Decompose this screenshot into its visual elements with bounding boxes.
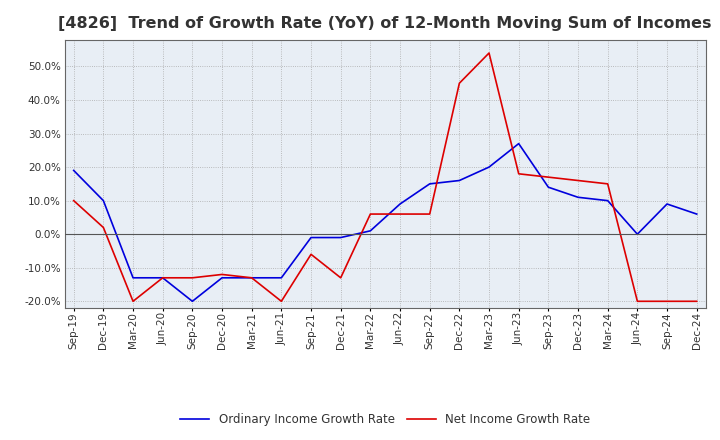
Net Income Growth Rate <box>248 275 256 280</box>
Line: Ordinary Income Growth Rate: Ordinary Income Growth Rate <box>73 143 697 301</box>
Ordinary Income Growth Rate <box>129 275 138 280</box>
Net Income Growth Rate <box>188 275 197 280</box>
Ordinary Income Growth Rate <box>277 275 286 280</box>
Ordinary Income Growth Rate <box>485 165 493 170</box>
Ordinary Income Growth Rate <box>544 184 553 190</box>
Net Income Growth Rate <box>366 211 374 216</box>
Ordinary Income Growth Rate <box>662 202 671 207</box>
Net Income Growth Rate <box>277 299 286 304</box>
Net Income Growth Rate <box>396 211 405 216</box>
Ordinary Income Growth Rate <box>99 198 108 203</box>
Ordinary Income Growth Rate <box>69 168 78 173</box>
Ordinary Income Growth Rate <box>426 181 434 187</box>
Net Income Growth Rate <box>633 299 642 304</box>
Net Income Growth Rate <box>603 181 612 187</box>
Net Income Growth Rate <box>574 178 582 183</box>
Net Income Growth Rate <box>485 50 493 55</box>
Ordinary Income Growth Rate <box>248 275 256 280</box>
Net Income Growth Rate <box>336 275 345 280</box>
Net Income Growth Rate <box>129 299 138 304</box>
Net Income Growth Rate <box>544 175 553 180</box>
Ordinary Income Growth Rate <box>514 141 523 146</box>
Net Income Growth Rate <box>217 272 226 277</box>
Ordinary Income Growth Rate <box>336 235 345 240</box>
Line: Net Income Growth Rate: Net Income Growth Rate <box>73 53 697 301</box>
Net Income Growth Rate <box>693 299 701 304</box>
Net Income Growth Rate <box>158 275 167 280</box>
Net Income Growth Rate <box>662 299 671 304</box>
Net Income Growth Rate <box>307 252 315 257</box>
Ordinary Income Growth Rate <box>574 194 582 200</box>
Ordinary Income Growth Rate <box>188 299 197 304</box>
Ordinary Income Growth Rate <box>217 275 226 280</box>
Net Income Growth Rate <box>514 171 523 176</box>
Ordinary Income Growth Rate <box>366 228 374 234</box>
Ordinary Income Growth Rate <box>603 198 612 203</box>
Net Income Growth Rate <box>455 81 464 86</box>
Ordinary Income Growth Rate <box>396 202 405 207</box>
Ordinary Income Growth Rate <box>633 231 642 237</box>
Net Income Growth Rate <box>426 211 434 216</box>
Ordinary Income Growth Rate <box>693 211 701 216</box>
Ordinary Income Growth Rate <box>307 235 315 240</box>
Ordinary Income Growth Rate <box>455 178 464 183</box>
Net Income Growth Rate <box>99 225 108 230</box>
Title: [4826]  Trend of Growth Rate (YoY) of 12-Month Moving Sum of Incomes: [4826] Trend of Growth Rate (YoY) of 12-… <box>58 16 712 32</box>
Net Income Growth Rate <box>69 198 78 203</box>
Legend: Ordinary Income Growth Rate, Net Income Growth Rate: Ordinary Income Growth Rate, Net Income … <box>175 408 595 431</box>
Ordinary Income Growth Rate <box>158 275 167 280</box>
